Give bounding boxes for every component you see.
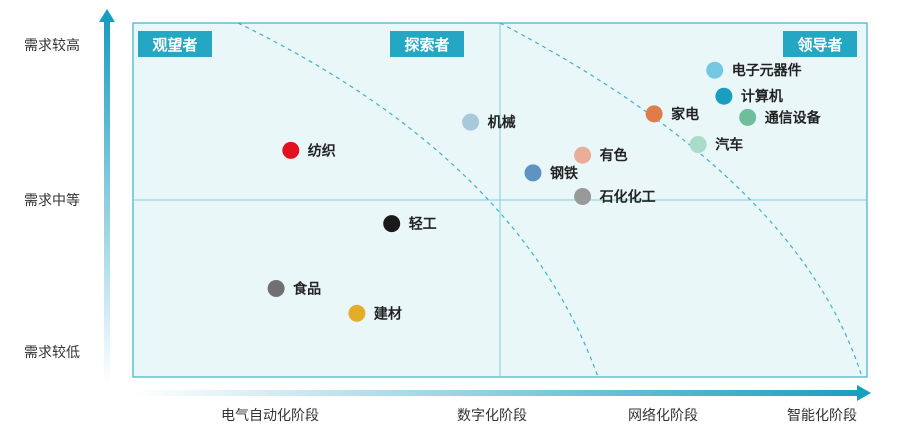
data-point: 轻工 — [383, 215, 437, 233]
data-point: 食品 — [267, 280, 321, 298]
x-tick-digitalization: 数字化阶段 — [457, 408, 527, 424]
data-point-label: 家电 — [671, 106, 699, 123]
data-point: 计算机 — [715, 87, 783, 105]
data-point: 石化化工 — [574, 188, 656, 206]
data-point-marker — [574, 146, 592, 164]
data-point-label: 轻工 — [409, 216, 437, 233]
y-tick-high: 需求较高 — [24, 37, 80, 54]
data-point-label: 有色 — [600, 147, 628, 164]
svg-text:探索者: 探索者 — [404, 36, 449, 54]
data-point: 有色 — [574, 146, 628, 164]
boundary-curve-1 — [237, 23, 599, 377]
data-point-marker — [715, 87, 733, 105]
data-point-label: 电子元器件 — [732, 62, 802, 79]
quadrant-label-explorers: 探索者 — [390, 31, 464, 57]
data-point: 家电 — [645, 105, 699, 123]
quadrant-label-watchers: 观望者 — [138, 31, 212, 57]
quadrant-label-leaders: 领导者 — [783, 31, 857, 57]
x-tick-networking: 网络化阶段 — [628, 408, 698, 424]
data-point: 电子元器件 — [706, 61, 802, 79]
svg-text:观望者: 观望者 — [152, 36, 197, 54]
data-point-label: 机械 — [488, 114, 516, 131]
y-tick-low: 需求较低 — [24, 345, 80, 361]
data-point-label: 石化化工 — [599, 189, 656, 206]
data-point-marker — [348, 304, 366, 322]
data-point-marker — [645, 105, 663, 123]
data-point-label: 通信设备 — [765, 109, 822, 126]
data-point: 机械 — [462, 113, 516, 131]
data-point: 通信设备 — [739, 108, 822, 126]
data-point: 建材 — [348, 304, 402, 322]
data-point-label: 食品 — [293, 281, 321, 298]
y-tick-medium: 需求中等 — [24, 192, 80, 209]
data-point-marker — [706, 61, 724, 79]
data-point: 纺织 — [282, 141, 336, 159]
data-point-marker — [383, 215, 401, 233]
x-tick-electrical-automation: 电气自动化阶段 — [221, 408, 319, 424]
data-point-marker — [524, 164, 542, 182]
data-point-marker — [282, 141, 300, 159]
data-point: 汽车 — [689, 136, 743, 154]
x-tick-intelligence: 智能化阶段 — [787, 408, 857, 424]
svg-text:领导者: 领导者 — [796, 36, 842, 54]
data-point-label: 建材 — [374, 305, 402, 322]
data-point-label: 钢铁 — [550, 165, 578, 182]
data-point: 钢铁 — [524, 164, 578, 182]
data-point-marker — [267, 280, 285, 297]
data-point-marker — [739, 108, 757, 126]
x-axis-arrow — [133, 385, 871, 401]
data-point-marker — [462, 113, 480, 131]
data-point-label: 汽车 — [715, 137, 743, 154]
boundary-curve-2 — [499, 23, 863, 377]
data-point-marker — [574, 188, 592, 205]
data-point-label: 纺织 — [308, 142, 336, 159]
data-point-marker — [689, 136, 707, 153]
y-axis-arrow — [99, 9, 115, 384]
data-point-label: 计算机 — [741, 88, 783, 105]
